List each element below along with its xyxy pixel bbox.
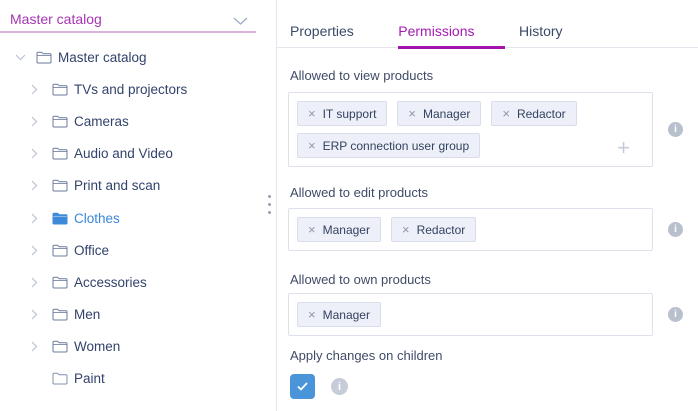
info-icon[interactable]: i (668, 307, 683, 322)
tree-item-print-and-scan[interactable]: Print and scan (0, 170, 276, 202)
folder-icon (52, 276, 68, 289)
chevron-down-icon[interactable] (233, 13, 248, 31)
tree-item-label: Accessories (74, 274, 147, 290)
tag-label: Manager (423, 106, 471, 121)
tab-properties[interactable]: Properties (290, 23, 354, 39)
folder-icon-selected (52, 212, 68, 225)
tag-label: IT support (322, 106, 377, 121)
tree-item-label: TVs and projectors (74, 81, 188, 97)
catalog-selector-dropdown[interactable]: Master catalog (0, 0, 256, 33)
remove-tag-icon[interactable]: × (308, 307, 316, 322)
tree-item-paint[interactable]: Paint (0, 363, 276, 395)
folder-icon (52, 115, 68, 128)
tag-chip: × IT support (297, 101, 388, 126)
panel-resize-handle[interactable] (268, 195, 272, 219)
section-label-view: Allowed to view products (290, 68, 434, 83)
chevron-down-icon[interactable] (15, 54, 27, 61)
tree-item-audio-and-video[interactable]: Audio and Video (0, 138, 276, 170)
apply-changes-label: Apply changes on children (290, 348, 443, 363)
catalog-selector-value: Master catalog (10, 11, 102, 27)
edit-tags-input[interactable]: × Manager × Redactor (288, 208, 653, 251)
tree-item-clothes[interactable]: Clothes (0, 202, 276, 234)
tree-item-tvs-and-projectors[interactable]: TVs and projectors (0, 73, 276, 105)
tag-chip: × Redactor (491, 101, 577, 126)
chevron-right-icon[interactable] (31, 309, 43, 320)
tab-permissions[interactable]: Permissions (398, 23, 505, 49)
remove-tag-icon[interactable]: × (401, 222, 410, 237)
tag-label: ERP connection user group (322, 138, 470, 153)
tree-item-label: Audio and Video (74, 146, 173, 162)
chevron-right-icon[interactable] (31, 180, 43, 191)
tag-chip: × Manager (297, 217, 381, 242)
section-label-own: Allowed to own products (290, 272, 431, 287)
tag-label: Redactor (416, 222, 466, 237)
folder-tree: Master catalog TVs and projectors Came (0, 41, 276, 395)
remove-tag-icon[interactable]: × (308, 138, 316, 153)
folder-icon (52, 179, 68, 192)
tree-item-cameras[interactable]: Cameras (0, 105, 276, 137)
tag-chip: × Redactor (390, 217, 477, 242)
own-tags-input[interactable]: × Manager (288, 293, 653, 336)
view-tags-input[interactable]: × IT support × Manager × Redactor × ERP … (288, 92, 653, 167)
folder-icon (52, 244, 68, 257)
chevron-right-icon[interactable] (31, 277, 43, 288)
remove-tag-icon[interactable]: × (408, 106, 416, 121)
chevron-right-icon[interactable] (31, 245, 43, 256)
section-label-edit: Allowed to edit products (290, 185, 429, 200)
tree-item-women[interactable]: Women (0, 331, 276, 363)
chevron-right-icon[interactable] (31, 341, 43, 352)
apply-changes-row: i (290, 374, 348, 399)
chevron-right-icon[interactable] (31, 84, 43, 95)
tag-label: Manager (322, 222, 370, 237)
tab-history[interactable]: History (518, 23, 563, 39)
tree-item-master-catalog[interactable]: Master catalog (0, 41, 276, 73)
folder-icon (52, 372, 68, 385)
tree-item-men[interactable]: Men (0, 299, 276, 331)
tree-item-label: Master catalog (58, 49, 147, 65)
details-panel: Properties Permissions History Allowed t… (277, 0, 698, 411)
folder-icon (52, 83, 68, 96)
tab-bar: Properties Permissions History (277, 0, 698, 49)
tree-item-label: Office (74, 242, 110, 258)
tree-item-label: Paint (74, 371, 105, 387)
section-view: × IT support × Manager × Redactor × ERP … (288, 92, 683, 167)
section-edit: × Manager × Redactor i (288, 208, 683, 251)
folder-icon (52, 340, 68, 353)
apply-changes-checkbox[interactable] (290, 374, 315, 399)
catalog-tree-panel: Master catalog Master catalog (0, 0, 277, 411)
section-own: × Manager i (288, 293, 683, 336)
folder-icon (36, 51, 52, 64)
remove-tag-icon[interactable]: × (308, 106, 316, 121)
tag-chip: × ERP connection user group (297, 133, 481, 158)
tree-item-label: Women (74, 339, 121, 355)
add-group-icon[interactable]: + (617, 135, 630, 160)
tree-item-accessories[interactable]: Accessories (0, 266, 276, 298)
chevron-right-icon[interactable] (31, 116, 43, 127)
tag-label: Redactor (516, 106, 566, 121)
tag-label: Manager (322, 307, 370, 322)
info-icon[interactable]: i (668, 222, 683, 237)
tree-item-label: Print and scan (74, 178, 161, 194)
chevron-right-icon[interactable] (31, 148, 43, 159)
tree-item-office[interactable]: Office (0, 234, 276, 266)
info-icon[interactable]: i (668, 122, 683, 137)
tag-chip: × Manager (297, 302, 381, 327)
tree-item-label: Clothes (74, 210, 120, 226)
remove-tag-icon[interactable]: × (502, 106, 510, 121)
tree-item-label: Cameras (74, 113, 129, 129)
tree-item-label: Men (74, 307, 101, 323)
info-icon[interactable]: i (331, 378, 348, 395)
folder-icon (52, 308, 68, 321)
chevron-right-icon[interactable] (31, 213, 43, 224)
remove-tag-icon[interactable]: × (308, 222, 316, 237)
folder-icon (52, 147, 68, 160)
tag-chip: × Manager (397, 101, 482, 126)
